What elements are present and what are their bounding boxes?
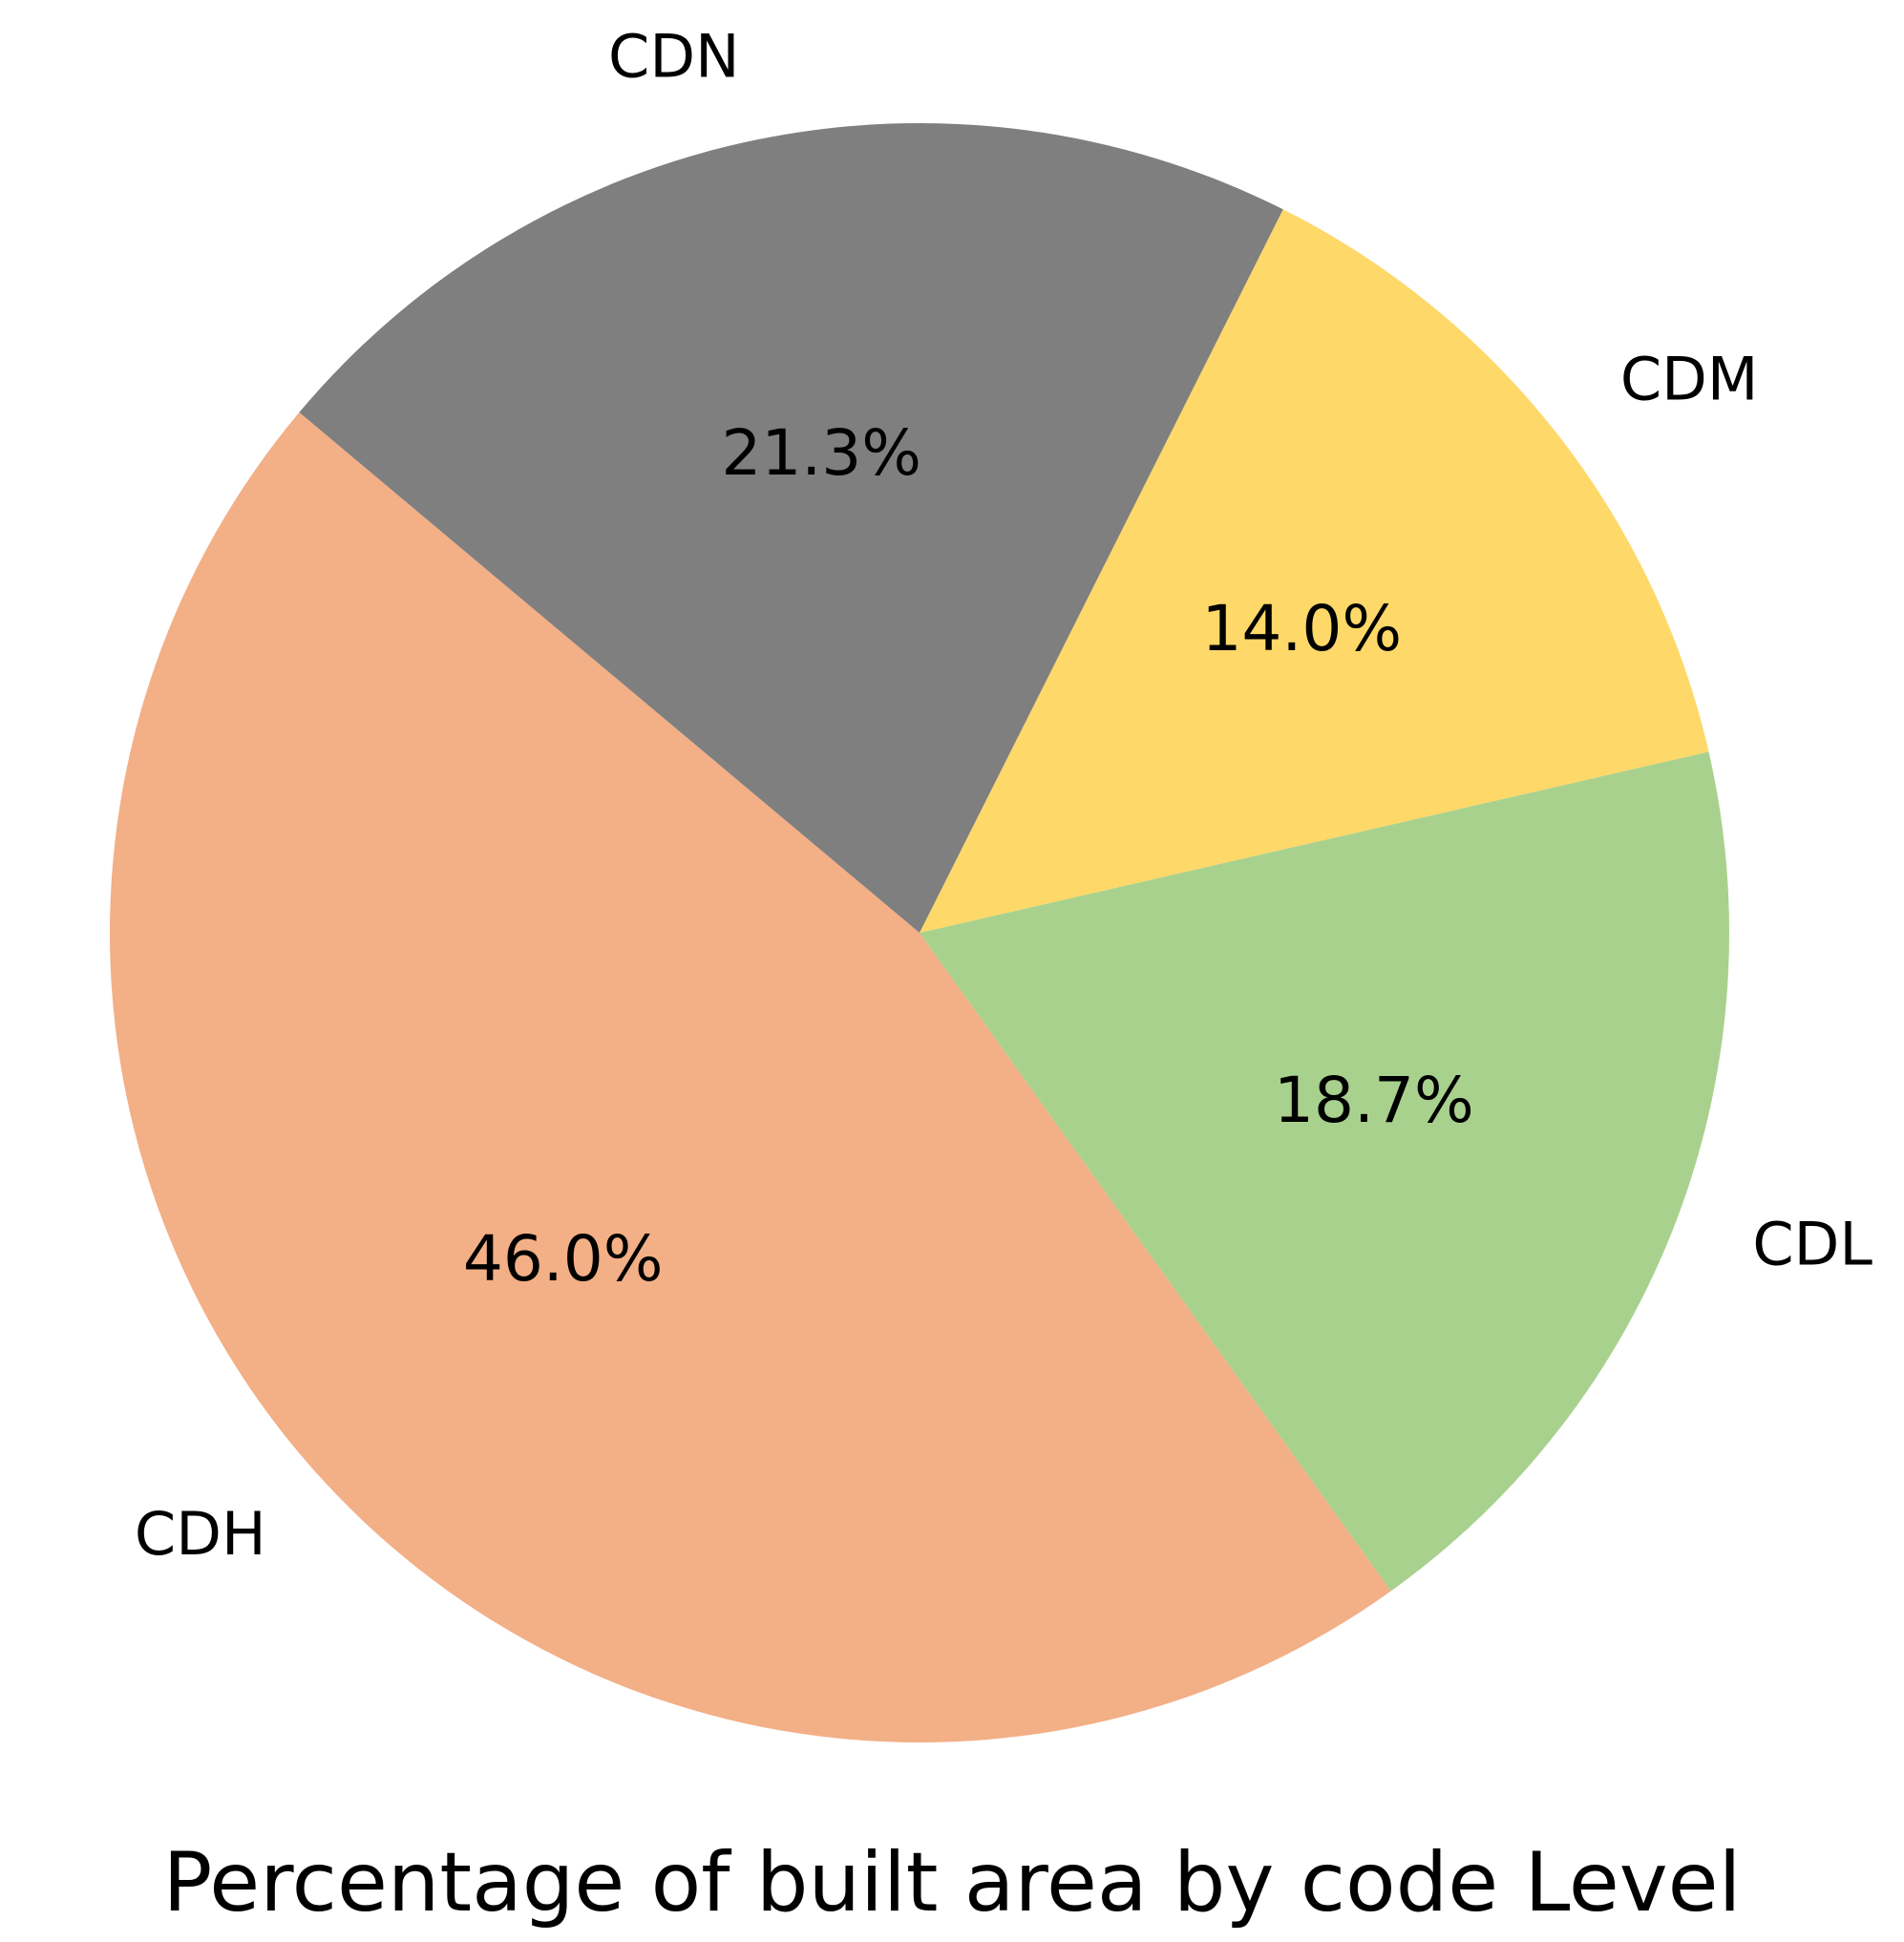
chart-title: Percentage of built area by code Level: [162, 1835, 1742, 1931]
pie-slices: [109, 123, 1729, 1743]
pie-slice-cdm: [920, 209, 1709, 934]
slice-percent-cdl: 18.7%: [1274, 1064, 1474, 1137]
pie-slice-cdn: [299, 123, 1283, 933]
pie-labels: CDH 46.0% CDL 18.7% CDM 14.0% CDN 21.3%: [135, 22, 1872, 1569]
slice-percent-cdh: 46.0%: [463, 1222, 664, 1296]
slice-percent-cdm: 14.0%: [1201, 592, 1402, 665]
pie-chart-svg: CDH 46.0% CDL 18.7% CDM 14.0% CDN 21.3%: [109, 22, 1872, 1743]
slice-label-cdl: CDL: [1752, 1209, 1872, 1278]
slice-label-cdh: CDH: [135, 1499, 266, 1569]
slice-percent-cdn: 21.3%: [721, 416, 921, 490]
slice-label-cdn: CDN: [608, 22, 739, 92]
pie-slice-cdl: [920, 751, 1729, 1592]
slice-label-cdm: CDM: [1620, 344, 1759, 413]
pie-slice-cdh: [109, 412, 1391, 1743]
